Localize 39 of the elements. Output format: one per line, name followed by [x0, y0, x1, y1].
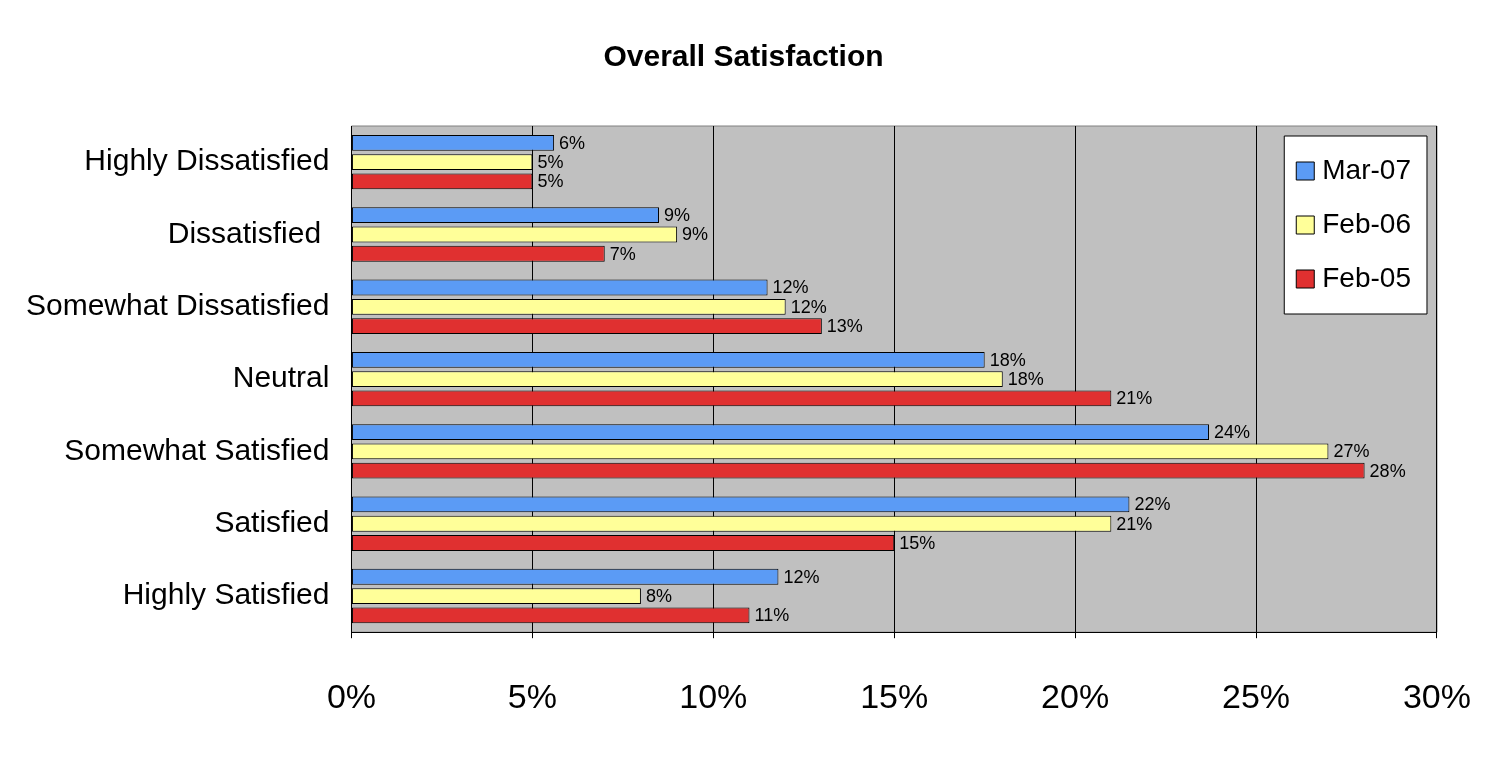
y-tick-label: Highly Satisfied: [122, 577, 330, 611]
data-label: 5%: [537, 171, 564, 192]
data-label: 28%: [1369, 460, 1406, 481]
legend-label: Mar-07: [1322, 153, 1411, 185]
y-tick-label: Somewhat Dissatisfied: [25, 288, 330, 322]
data-label: 9%: [664, 205, 691, 226]
y-tick-label: Highly Dissatisfied: [84, 143, 330, 177]
data-label: 13%: [826, 316, 863, 337]
x-tick-label: 0%: [326, 676, 377, 715]
data-label: 22%: [1134, 494, 1171, 515]
legend-label: Feb-05: [1322, 261, 1411, 293]
y-tick-label: Dissatisfied: [167, 215, 330, 249]
x-tick-label: 5%: [507, 676, 557, 715]
chart-title: Overall Satisfaction: [603, 39, 884, 73]
data-label: 15%: [899, 532, 936, 553]
data-label: 12%: [783, 566, 820, 587]
data-label: 21%: [1116, 388, 1153, 409]
data-label: 12%: [790, 296, 827, 317]
data-label: 18%: [1007, 369, 1044, 390]
x-tick-label: 10%: [679, 676, 748, 715]
x-tick-label: 20%: [1041, 676, 1110, 715]
data-label: 11%: [754, 605, 790, 626]
data-label: 12%: [772, 277, 809, 298]
data-label: 18%: [989, 349, 1026, 370]
data-label: 5%: [537, 152, 564, 173]
data-label: 27%: [1333, 441, 1370, 462]
legend-label: Feb-06: [1322, 207, 1411, 239]
data-label: 7%: [609, 243, 636, 264]
y-tick-label: Satisfied: [214, 504, 330, 538]
y-tick-label: Somewhat Satisfied: [64, 432, 330, 466]
x-tick-label: 30%: [1402, 676, 1472, 715]
data-label: 8%: [645, 586, 672, 607]
data-label: 9%: [682, 224, 709, 245]
data-label: 21%: [1116, 513, 1153, 534]
data-label: 6%: [559, 132, 586, 153]
y-tick-label: Neutral: [232, 360, 330, 394]
x-tick-label: 25%: [1222, 676, 1291, 715]
data-label: 24%: [1214, 422, 1251, 443]
x-tick-label: 15%: [860, 676, 929, 715]
